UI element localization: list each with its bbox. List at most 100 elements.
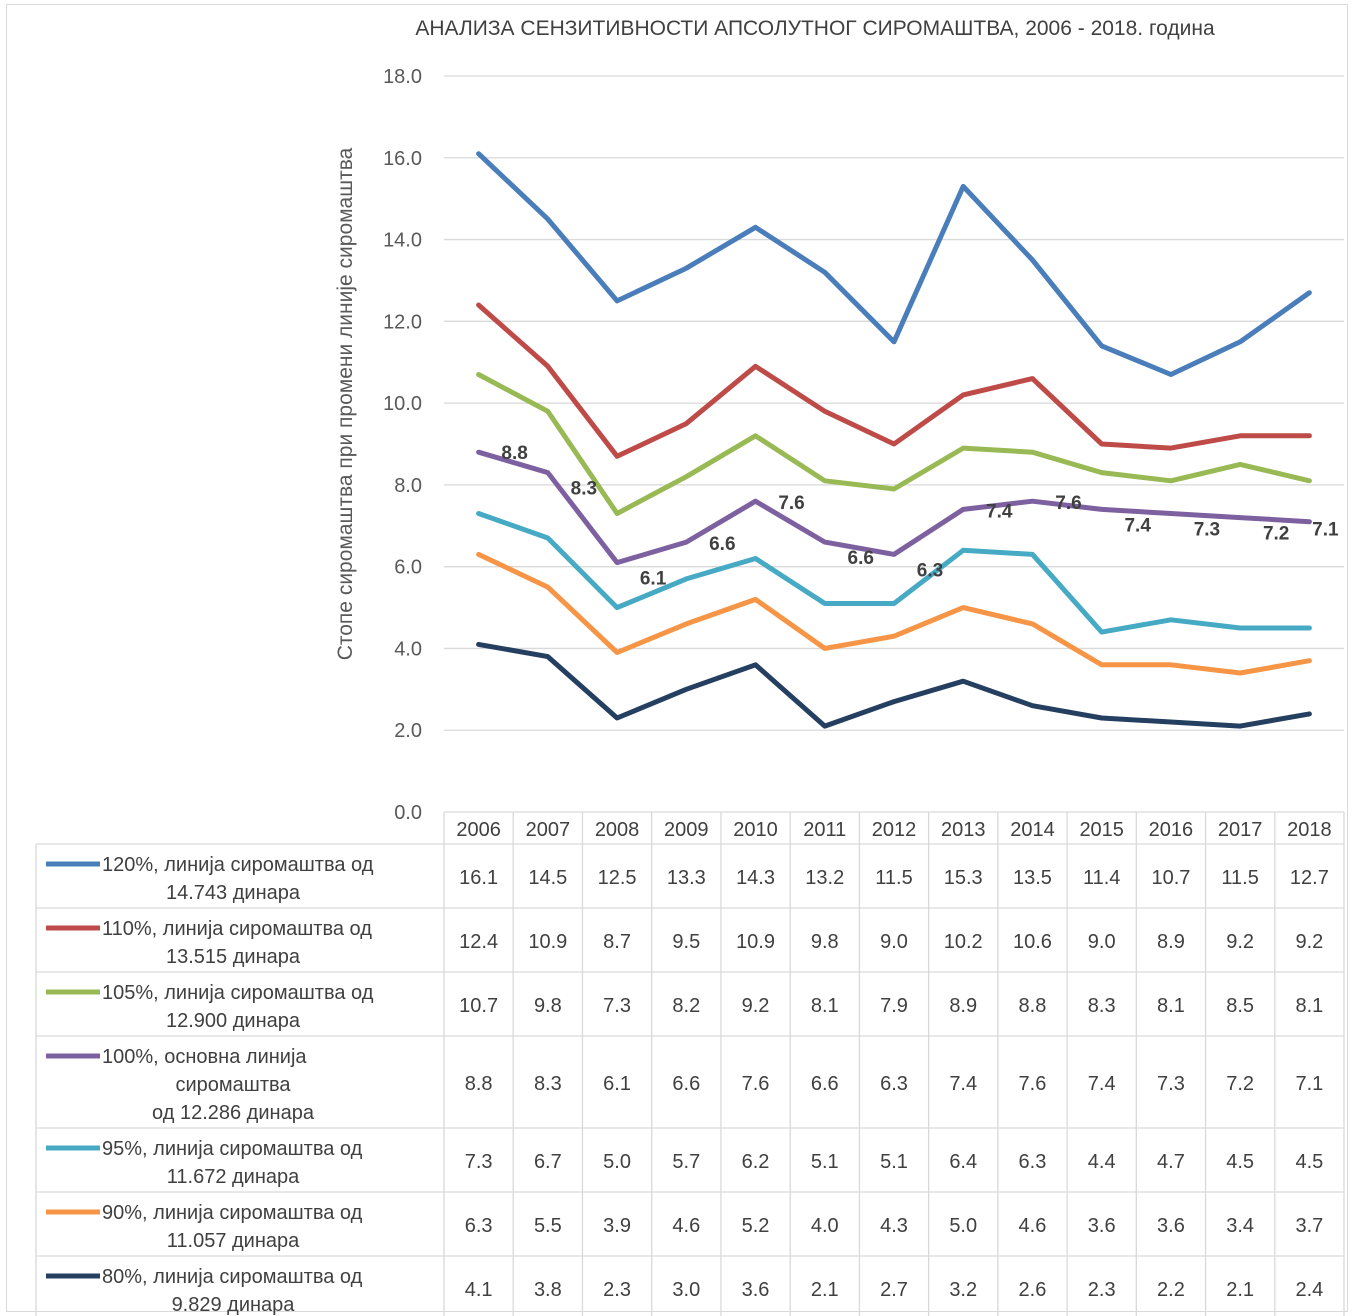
data-label: 8.3 [571,479,597,500]
table-cell: 5.2 [742,1215,770,1237]
x-tick-label: 2009 [664,819,709,841]
table-cell: 16.1 [459,867,498,889]
x-tick-label: 2011 [803,819,846,841]
legend-label: 95%, линија сиромаштва од [102,1138,363,1160]
series-lines [476,151,1312,729]
table-cell: 7.6 [1019,1073,1047,1095]
table-cell: 9.8 [811,931,839,953]
data-label: 7.3 [1194,520,1220,541]
table-cell: 6.2 [742,1151,770,1173]
table-cell: 12.5 [598,867,637,889]
legend-label: од 12.286 динара [152,1102,315,1124]
y-tick-label: 12.0 [383,311,422,333]
y-tick-label: 4.0 [394,638,422,660]
table-cell: 6.1 [603,1073,631,1095]
x-tick-label: 2017 [1218,819,1263,841]
series-line [476,372,1312,516]
table-cell: 4.7 [1157,1151,1185,1173]
table-cell: 3.7 [1295,1215,1323,1237]
table-cell: 6.6 [672,1073,700,1095]
legend-label: 9.829 динара [172,1294,296,1316]
x-tick-label: 2010 [733,819,778,841]
table-cell: 5.7 [672,1151,700,1173]
y-tick-label: 8.0 [394,475,422,497]
table-cell: 7.3 [465,1151,493,1173]
y-tick-label: 14.0 [383,230,422,252]
table-cell: 5.1 [880,1151,908,1173]
y-axis-label: Стопе сиромаштва при промени линије сиро… [334,147,357,660]
x-tick-label: 2013 [941,819,986,841]
x-tick-label: 2018 [1287,819,1332,841]
table-cell: 4.5 [1295,1151,1323,1173]
data-label: 7.2 [1263,524,1289,545]
table-cell: 9.5 [672,931,700,953]
data-label: 7.1 [1312,520,1339,541]
y-tick-label: 0.0 [394,802,422,824]
table-cell: 9.0 [880,931,908,953]
data-table: 2006 2007 2008 2009 2010 2011 2012 2013 2014 2015… [35,811,1345,1316]
chart-frame [6,4,1348,1312]
y-tick-label: 2.0 [394,720,422,742]
x-tick-label: 2015 [1079,819,1124,841]
y-tick-label: 6.0 [394,557,422,579]
table-cell: 7.4 [949,1073,977,1095]
table-cell: 10.7 [459,995,498,1017]
legend-label: 14.743 динара [166,882,301,904]
table-cell: 8.8 [465,1073,493,1095]
table-cell: 8.9 [1157,931,1185,953]
y-tick-label: 18.0 [383,66,422,88]
table-cell: 7.3 [1157,1073,1185,1095]
data-label: 6.1 [640,569,667,590]
legend-label: 120%, линија сиромаштва од [102,854,374,876]
x-tick-label: 2014 [1010,819,1055,841]
table-cell: 4.1 [465,1279,493,1301]
data-label: 7.6 [1055,493,1081,514]
table-cell: 8.3 [1088,995,1116,1017]
table-cell: 10.9 [528,931,567,953]
table-cell: 2.6 [1019,1279,1047,1301]
table-cell: 3.6 [1088,1215,1116,1237]
table-cell: 7.6 [742,1073,770,1095]
table-cell: 2.4 [1295,1279,1323,1301]
table-cell: 7.1 [1295,1073,1323,1095]
chart-title: АНАЛИЗА СЕНЗИТИВНОСТИ АПСОЛУТНОГ СИРОМАШ… [415,17,1215,40]
data-label: 6.6 [848,548,874,569]
table-cell: 4.6 [672,1215,700,1237]
legend-label: 12.900 динара [166,1010,301,1032]
y-tick-label: 16.0 [383,148,422,170]
table-cell: 2.1 [811,1279,839,1301]
legend-label: 11.672 динара [167,1166,300,1188]
legend-label: 90%, линија сиромаштва од [102,1202,363,1224]
table-cell: 6.3 [880,1073,908,1095]
table-cell: 7.3 [603,995,631,1017]
data-label: 8.8 [501,443,527,464]
x-tick-label: 2016 [1149,819,1194,841]
table-cell: 2.3 [603,1279,631,1301]
legend-label: 105%, линија сиромаштва од [102,982,374,1004]
data-label: 7.6 [778,493,804,514]
table-cell: 8.8 [1019,995,1047,1017]
table-cell: 10.6 [1013,931,1052,953]
table-cell: 12.4 [459,931,498,953]
table-cell: 6.7 [534,1151,562,1173]
table-cell: 4.3 [880,1215,908,1237]
legend-label: 100%, основна линија [102,1046,307,1068]
table-cell: 5.5 [534,1215,562,1237]
series-line [476,551,1312,676]
legend-label: 80%, линија сиромаштва од [102,1266,363,1288]
table-cell: 4.4 [1088,1151,1116,1173]
table-cell: 8.9 [949,995,977,1017]
table-cell: 8.7 [603,931,631,953]
table-cell: 2.7 [880,1279,908,1301]
table-cell: 5.1 [811,1151,839,1173]
series-line [476,511,1312,635]
table-cell: 7.4 [1088,1073,1116,1095]
table-cell: 11.5 [1221,867,1258,889]
table-cell: 9.0 [1088,931,1116,953]
x-tick-label: 2006 [456,819,501,841]
table-cell: 5.0 [603,1151,631,1173]
table-cell: 9.2 [742,995,770,1017]
legend-label: 13.515 динара [166,946,301,968]
table-cell: 3.4 [1226,1215,1254,1237]
